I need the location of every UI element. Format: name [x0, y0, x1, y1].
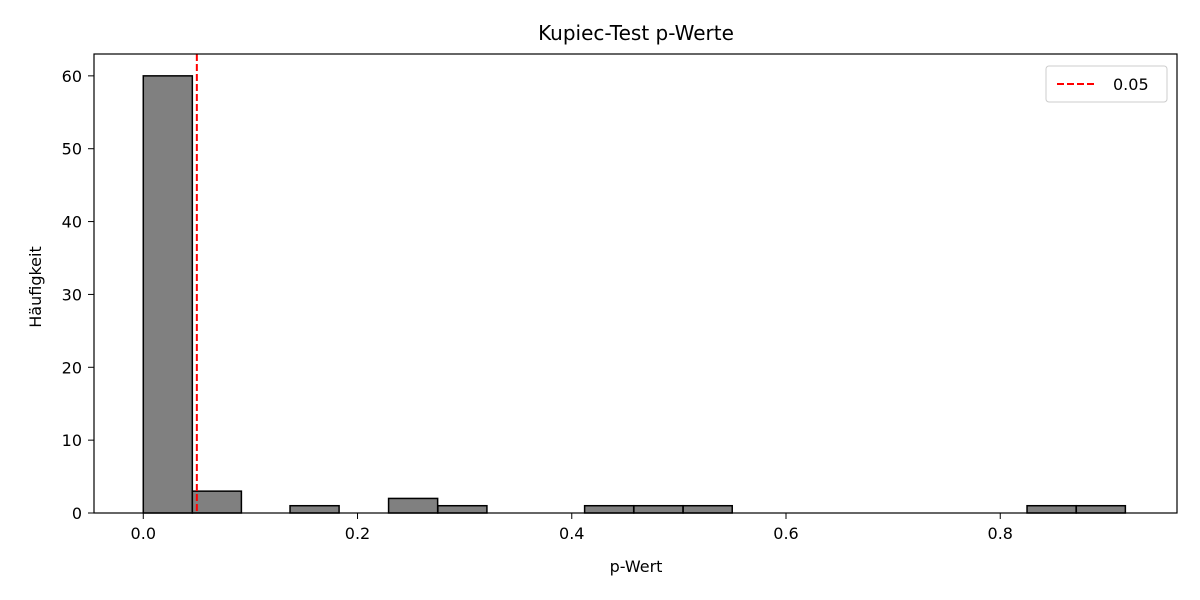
histogram-bar	[191, 490, 243, 514]
plot-area	[93, 53, 1178, 514]
x-tick-label: 0.6	[773, 524, 798, 543]
histogram-bar	[682, 504, 733, 514]
histogram-bar	[142, 75, 194, 514]
histogram-bar	[583, 504, 635, 514]
y-axis-label: Häufigkeit	[26, 246, 45, 327]
x-tick-label: 0.4	[559, 524, 584, 543]
y-tick-label: 10	[62, 431, 82, 450]
histogram-bar	[1026, 504, 1077, 514]
x-axis: 0.0 0.2 0.4 0.6 0.8	[131, 513, 1013, 543]
x-tick-label: 0.8	[988, 524, 1013, 543]
legend-box	[1045, 65, 1168, 103]
y-tick-label: 60	[62, 67, 82, 86]
y-axis: 0 10 20 30 40 50 60	[62, 67, 94, 523]
x-axis-label: p-Wert	[610, 557, 663, 576]
chart-title: Kupiec-Test p-Werte	[538, 21, 734, 45]
x-tick-label: 0.0	[131, 524, 156, 543]
histogram-bar	[633, 504, 684, 514]
histogram-bar	[289, 504, 340, 514]
histogram-bar	[1075, 504, 1127, 514]
y-tick-label: 0	[72, 504, 82, 523]
x-tick-label: 0.2	[345, 524, 370, 543]
histogram-bar	[437, 504, 488, 514]
y-tick-label: 20	[62, 358, 82, 377]
y-tick-label: 50	[62, 140, 82, 159]
y-tick-label: 30	[62, 285, 82, 304]
y-tick-label: 40	[62, 213, 82, 232]
histogram-bar	[387, 497, 439, 514]
plot-frame	[93, 53, 1178, 514]
legend-label-threshold: 0.05	[1113, 75, 1149, 94]
legend: 0.05	[1045, 65, 1168, 103]
